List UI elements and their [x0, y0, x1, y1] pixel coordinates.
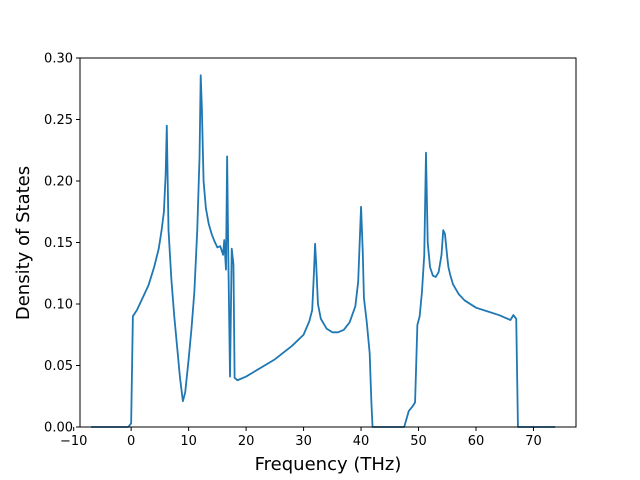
y-tick-label: 0.25 [44, 113, 73, 128]
y-tick-label: 0.05 [44, 359, 73, 374]
x-tick-label: 70 [525, 434, 542, 449]
x-tick-label: 10 [180, 434, 197, 449]
x-tick-label: −10 [60, 434, 87, 449]
plot-area [79, 57, 577, 428]
x-axis-label: Frequency (THz) [255, 454, 402, 475]
x-tick-label: 50 [410, 434, 427, 449]
x-tick-label: 30 [295, 434, 312, 449]
y-tick-label: 0.20 [44, 175, 73, 190]
y-axis-label: Density of States [13, 166, 34, 320]
x-tick-label: 60 [468, 434, 485, 449]
y-tick-label: 0.10 [44, 298, 73, 313]
x-axis-ticks: −10 0 10 20 30 40 50 60 70 [60, 427, 542, 449]
y-tick-label: 0.00 [44, 421, 73, 436]
x-tick-label: 40 [353, 434, 370, 449]
y-tick-label: 0.30 [44, 52, 73, 67]
x-tick-label: 0 [127, 434, 135, 449]
x-tick-label: 20 [238, 434, 255, 449]
plot-frame [79, 57, 577, 428]
y-tick-label: 0.15 [44, 236, 73, 251]
series-line-0 [90, 74, 556, 428]
y-axis-ticks: 0.00 0.05 0.10 0.15 0.20 0.25 0.30 [44, 52, 80, 436]
